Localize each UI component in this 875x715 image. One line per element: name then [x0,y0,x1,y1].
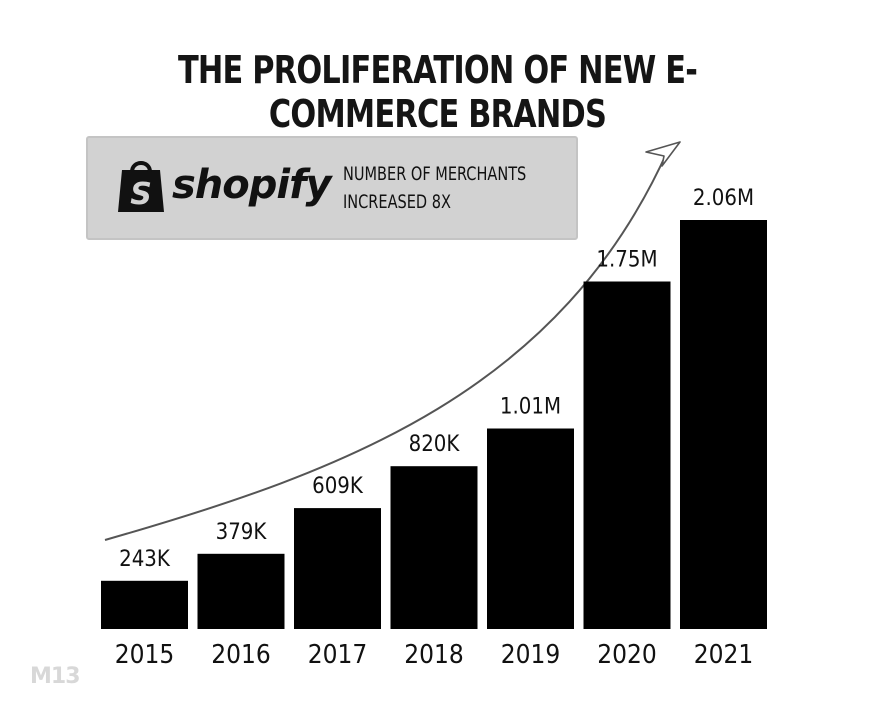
x-tick-2020: 2020 [597,640,657,670]
bar-2016 [197,553,285,629]
x-tick-2019: 2019 [501,640,561,670]
x-tick-2015: 2015 [115,640,175,670]
shopify-bag-icon: S [118,161,164,212]
bar-2017 [294,508,381,629]
bar-2015 [101,580,188,629]
trend-arrow [104,141,681,541]
shopify-annotation-box: S shopify NUMBER OF MERCHANTS INCREASED … [86,136,578,240]
x-tick-2018: 2018 [404,640,464,670]
annotation-line-2: INCREASED 8X [343,191,451,213]
annotation-text: NUMBER OF MERCHANTS INCREASED 8X [343,160,534,216]
bar-2021 [680,220,767,629]
x-tick-2016: 2016 [211,640,271,670]
data-label-2019: 1.01M [500,395,561,420]
bar-2019 [487,428,574,629]
chart-title: THE PROLIFERATION OF NEW E-COMMERCE BRAN… [177,48,698,136]
data-label-2018: 820K [409,432,461,457]
data-label-2017: 609K [312,474,364,499]
x-tick-2021: 2021 [694,640,754,670]
m13-watermark-logo: M13 [30,664,81,689]
trend-arrow-head [645,141,681,167]
annotation-line-1: NUMBER OF MERCHANTS [343,163,527,185]
x-tick-2017: 2017 [308,640,368,670]
trend-arrow-curve [104,149,669,541]
data-label-2015: 243K [119,547,171,572]
data-label-2016: 379K [216,520,268,545]
shopify-wordmark: shopify [172,162,332,208]
svg-text:S: S [130,177,152,212]
data-label-2021: 2.06M [693,186,754,211]
data-label-2020: 1.75M [596,248,657,273]
bar-2018 [390,466,478,629]
bar-2020 [583,281,671,629]
